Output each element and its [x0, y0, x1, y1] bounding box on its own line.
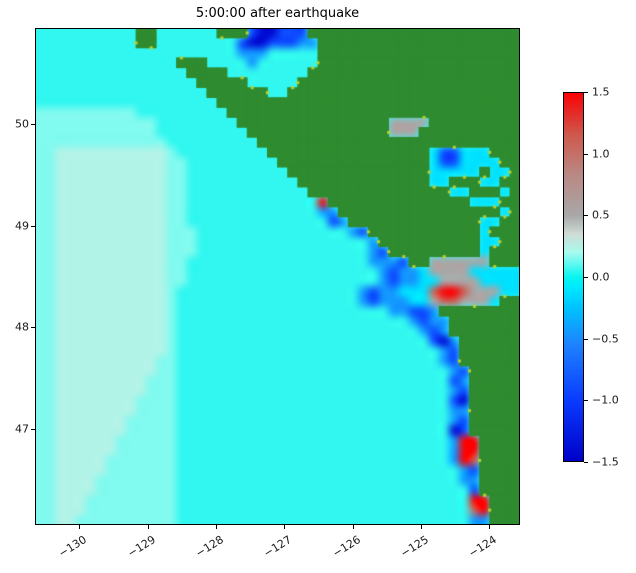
x-tick [216, 525, 218, 529]
colorbar-tick [584, 338, 588, 340]
y-tick-label: 48 [15, 320, 29, 334]
x-tick-label: −124 [466, 533, 500, 561]
colorbar-tick [584, 277, 588, 278]
colorbar-tick [584, 92, 588, 93]
y-tick-label: 50 [15, 117, 29, 131]
x-tick-label: −126 [330, 533, 363, 561]
x-tick-label: −128 [193, 533, 226, 561]
y-tick-label: 47 [15, 422, 29, 436]
y-tick [31, 225, 35, 227]
colorbar-tick-label: −0.5 [592, 332, 619, 346]
colorbar-tick-label: 0.0 [592, 270, 610, 284]
x-tick-label: −127 [261, 533, 295, 561]
colorbar-tick [584, 153, 588, 155]
colorbar-tick-label: 1.0 [592, 147, 610, 161]
x-tick [79, 525, 81, 529]
x-tick-label: −125 [398, 533, 431, 561]
colorbar [563, 92, 584, 462]
y-tick-label: 49 [15, 219, 29, 233]
plot-area [35, 28, 520, 525]
chart-title: 5:00:00 after earthquake [195, 6, 360, 21]
colorbar-tick-label: 1.5 [592, 85, 610, 99]
colorbar-tick [584, 400, 588, 402]
map-canvas [35, 28, 520, 525]
colorbar-tick-label: −1.5 [592, 455, 619, 469]
x-tick-label: −129 [125, 533, 158, 561]
x-tick-label: −130 [56, 533, 90, 561]
y-tick [31, 428, 35, 430]
x-tick [489, 525, 491, 529]
colorbar-tick-label: 0.5 [592, 208, 610, 222]
y-tick [31, 327, 35, 329]
colorbar-tick [584, 462, 588, 463]
y-tick [31, 124, 35, 126]
x-tick [284, 525, 286, 529]
colorbar-gradient [563, 92, 584, 462]
x-tick [352, 525, 354, 529]
x-tick [147, 525, 149, 529]
colorbar-tick-label: −1.0 [592, 393, 619, 407]
colorbar-tick [584, 215, 588, 217]
x-tick [420, 525, 422, 529]
